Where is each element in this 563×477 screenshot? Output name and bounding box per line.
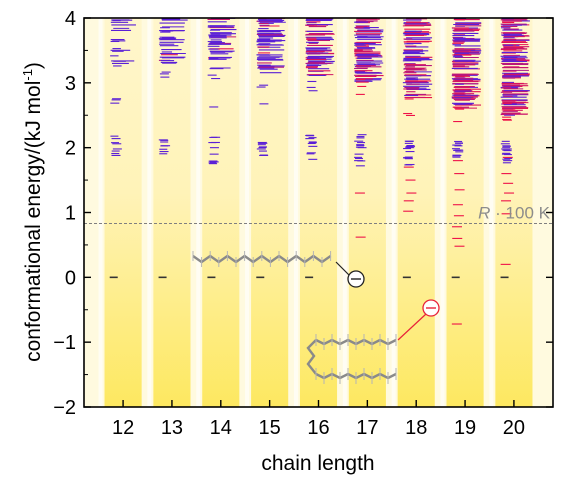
x-tick-label: 19 [454, 417, 476, 439]
reference-line-label: R · 100 K [478, 204, 550, 223]
reference-line-symbol: R [478, 204, 490, 223]
y-tick-label: 0 [65, 267, 76, 289]
y-axis-label: conformational energy/(kJ mol-1) [20, 62, 45, 362]
stripe-12 [104, 18, 142, 407]
stripe-15 [251, 18, 289, 407]
stripe-gap [196, 18, 201, 407]
x-tick-label: 16 [307, 417, 329, 439]
y-tick-label: −1 [53, 332, 76, 354]
reference-line-rest: · 100 K [490, 204, 550, 223]
y-axis-label-sup: -1 [20, 69, 35, 81]
stripe-gap [98, 18, 103, 407]
extended-callout-leader [335, 261, 351, 277]
stripe-13 [153, 18, 191, 407]
stripe-gap [245, 18, 250, 407]
series-13 [158, 18, 188, 279]
y-tick-label: 2 [65, 138, 76, 160]
x-tick-label: 20 [503, 417, 525, 439]
y-axis-label-close: ) [22, 62, 45, 69]
x-tick-label: 18 [405, 417, 427, 439]
y-tick-label: −2 [53, 397, 76, 419]
x-axis: 12 13 14 15 16 17 18 19 20 [112, 400, 525, 439]
series-19 [451, 18, 482, 325]
x-tick-label: 17 [356, 417, 378, 439]
stripe-gap [489, 18, 494, 407]
x-tick-label: 13 [161, 417, 183, 439]
hairpin-callout-leader [397, 313, 427, 341]
series-17 [353, 18, 384, 279]
series-18 [402, 18, 433, 279]
y-tick-label: 1 [65, 203, 76, 225]
stripe-gap [293, 18, 298, 407]
y-axis-label-main: conformational energy/(kJ mol [22, 81, 45, 362]
hairpin-callout-marker [422, 299, 440, 317]
stripe-gap [342, 18, 347, 407]
y-axis: −2 −1 0 1 2 3 4 [53, 8, 553, 419]
extended-molecule-drawing [192, 251, 332, 267]
x-tick-label: 12 [112, 417, 134, 439]
y-tick-label: 4 [65, 8, 76, 30]
stripe-14 [202, 18, 240, 407]
extended-callout-marker [347, 270, 365, 288]
x-axis-label: chain length [261, 452, 374, 475]
series-16 [305, 18, 335, 279]
x-tick-label: 14 [210, 417, 232, 439]
stripe-gap [440, 18, 445, 407]
stripe-16 [299, 18, 338, 407]
series-15 [256, 18, 286, 279]
hairpin-molecule-drawing [306, 334, 397, 384]
x-tick-label: 15 [259, 417, 281, 439]
stripe-gap [391, 18, 396, 407]
series-12 [109, 19, 136, 279]
stripe-19 [446, 18, 484, 407]
stripe-gap [147, 18, 152, 407]
series-20 [500, 18, 530, 279]
y-tick-label: 3 [65, 73, 76, 95]
